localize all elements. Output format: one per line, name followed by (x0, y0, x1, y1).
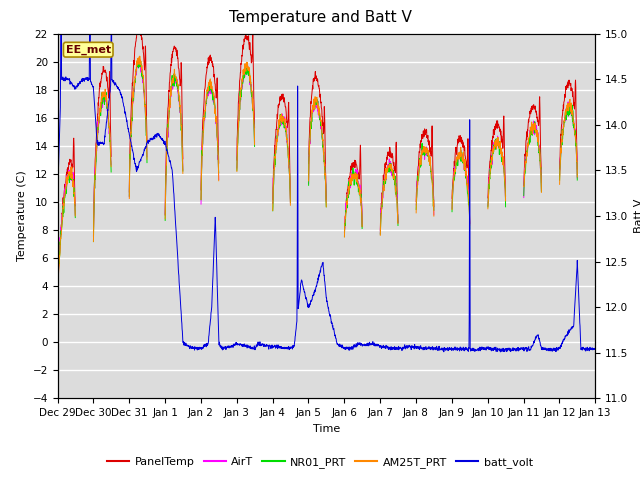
X-axis label: Time: Time (313, 424, 340, 433)
Y-axis label: Temperature (C): Temperature (C) (17, 170, 27, 262)
Legend: PanelTemp, AirT, NR01_PRT, AM25T_PRT, batt_volt: PanelTemp, AirT, NR01_PRT, AM25T_PRT, ba… (102, 452, 538, 472)
Y-axis label: Batt V: Batt V (634, 199, 640, 233)
Text: Temperature and Batt V: Temperature and Batt V (228, 10, 412, 24)
Text: EE_met: EE_met (66, 45, 111, 55)
